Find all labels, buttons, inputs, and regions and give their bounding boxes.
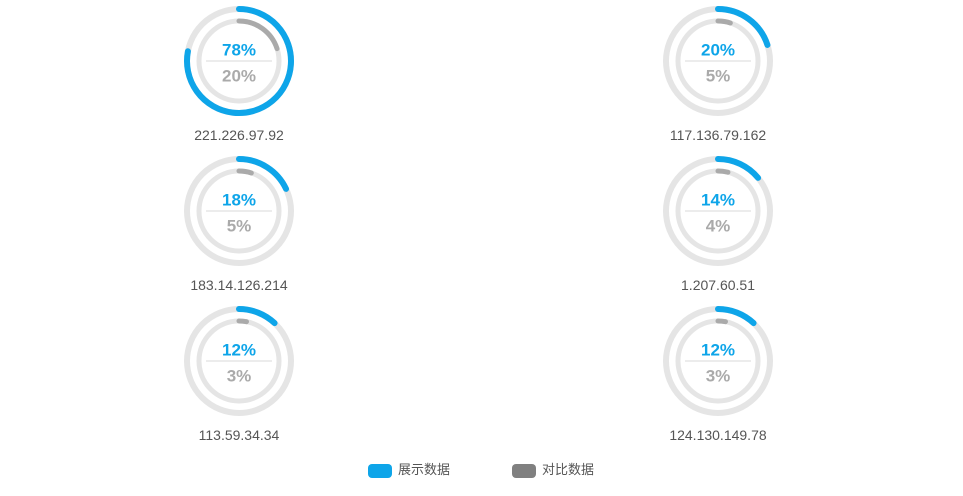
gauge-primary-value: 12% [701, 341, 735, 360]
legend-label-compare: 对比数据 [542, 463, 595, 478]
gauge-primary-arc [715, 156, 762, 181]
legend-label-primary: 展示数据 [398, 463, 451, 478]
legend-swatch-primary [368, 464, 392, 478]
gauge-primary-arc [236, 156, 290, 192]
gauge-compare-arc [236, 168, 254, 176]
gauge-primary-arc [715, 306, 757, 327]
gauge-primary-arc [236, 306, 278, 327]
gauge-2: 20% 5% 117.136.79.162 [663, 6, 773, 143]
gauge-5: 12% 3% 113.59.34.34 [184, 306, 294, 443]
gauge-3: 18% 5% 183.14.126.214 [184, 156, 294, 293]
gauge-label: 221.226.97.92 [194, 127, 284, 143]
legend: 展示数据 对比数据 [0, 462, 963, 480]
gauge-label: 1.207.60.51 [681, 277, 755, 293]
gauge-primary-value: 78% [222, 41, 256, 60]
gauge-compare-arc [715, 318, 728, 325]
gauge-compare-arc [715, 18, 733, 26]
gauge-label: 113.59.34.34 [199, 427, 280, 443]
gauge-4: 14% 4% 1.207.60.51 [663, 156, 773, 293]
gauge-compare-value: 5% [706, 67, 731, 86]
gauge-primary-arc [184, 6, 294, 116]
gauge-compare-value: 4% [706, 217, 731, 236]
gauge-label: 117.136.79.162 [670, 127, 766, 143]
gauge-label: 183.14.126.214 [190, 277, 288, 293]
gauge-primary-value: 18% [222, 191, 256, 210]
gauge-primary-arc [715, 6, 771, 48]
gauge-primary-value: 20% [701, 41, 735, 60]
gauge-label: 124.130.149.78 [669, 427, 767, 443]
gauge-6: 12% 3% 124.130.149.78 [663, 306, 773, 443]
gauge-primary-value: 14% [701, 191, 735, 210]
gauge-compare-arc [236, 318, 249, 325]
gauge-primary-value: 12% [222, 341, 256, 360]
gauge-compare-arc [715, 168, 731, 175]
legend-item-primary[interactable]: 展示数据 [368, 462, 450, 480]
gauge-compare-arc [236, 18, 280, 52]
gauge-compare-value: 3% [227, 367, 252, 386]
legend-swatch-compare [512, 464, 536, 478]
gauge-compare-value: 20% [222, 67, 256, 86]
gauge-compare-value: 5% [227, 217, 252, 236]
gauge-1: 78% 20% 221.226.97.92 [184, 6, 294, 143]
legend-item-compare[interactable]: 对比数据 [512, 462, 594, 480]
gauge-compare-value: 3% [706, 367, 731, 386]
